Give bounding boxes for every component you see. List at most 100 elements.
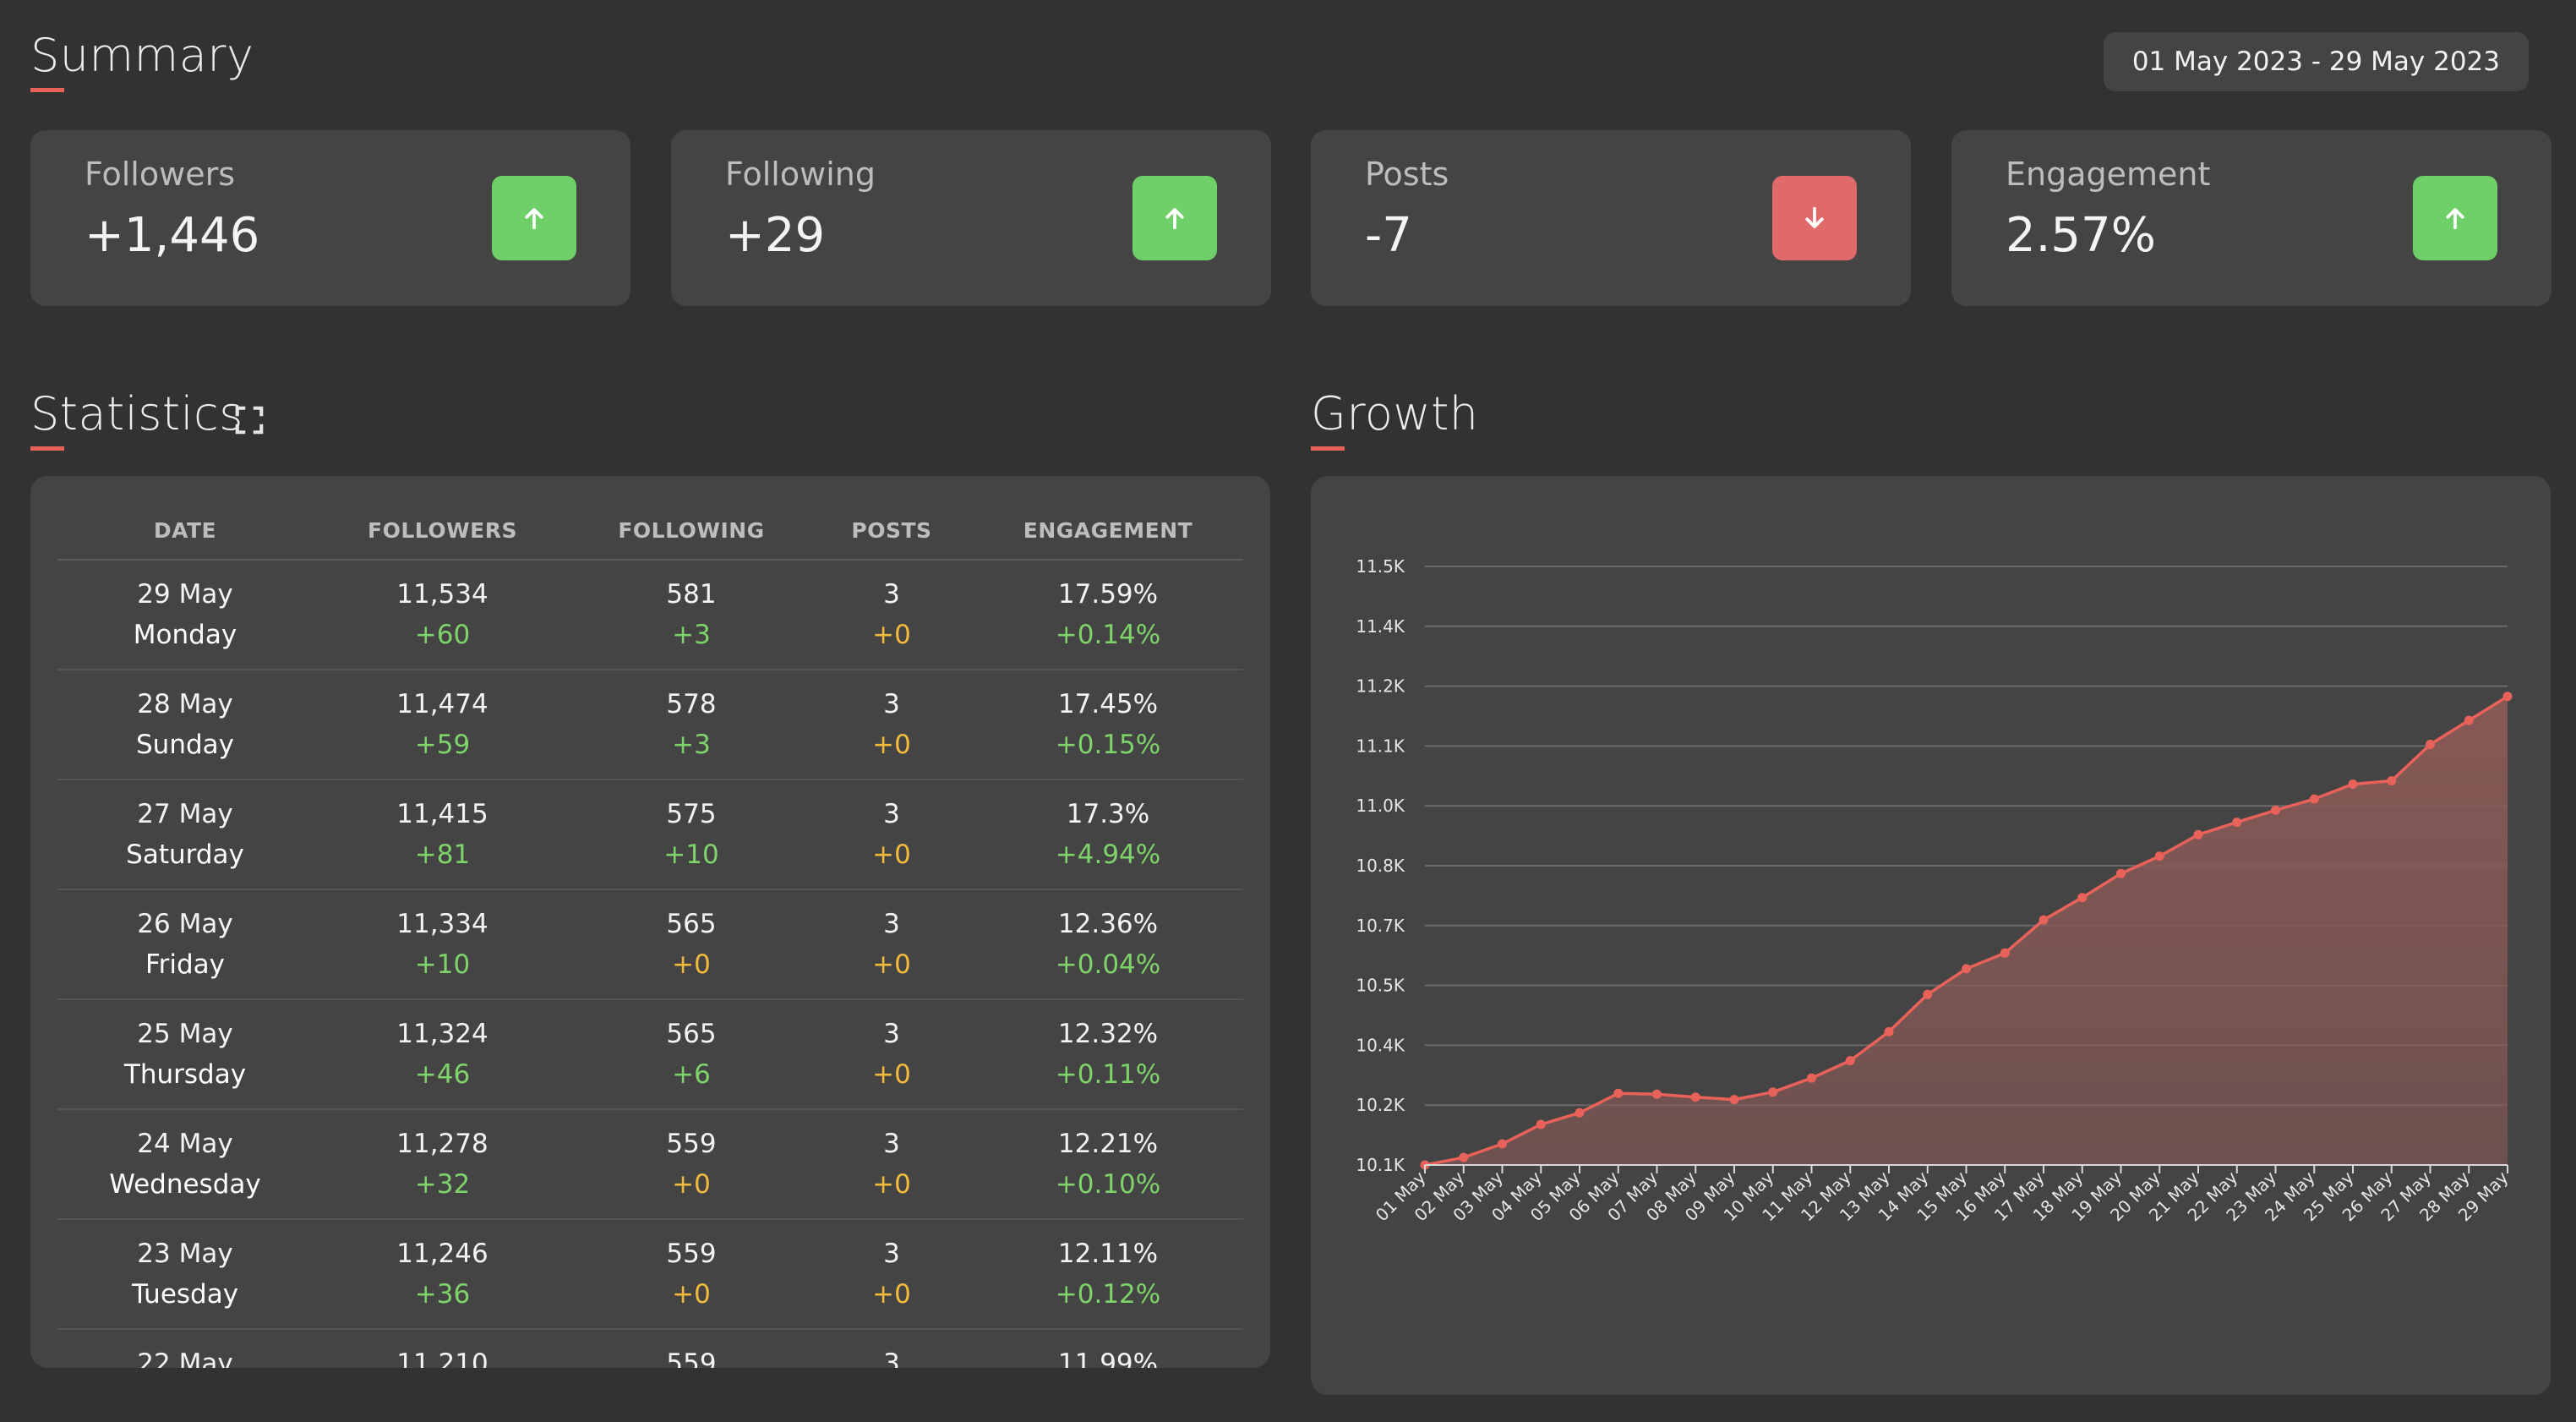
data-point bbox=[2387, 776, 2397, 786]
date-cell-value: 26 May bbox=[137, 909, 233, 939]
growth-panel: 10.1K 10.2K 10.4K 10.5K 10.7K 10.8K 11.0K 11.1K… bbox=[1311, 476, 2551, 1395]
following-cell-sub: +0 bbox=[672, 1169, 711, 1200]
engagement-cell: 12.11% +0.12% bbox=[973, 1219, 1243, 1330]
data-point bbox=[1652, 1089, 1662, 1099]
posts-cell: 3+0 bbox=[810, 1329, 973, 1368]
posts-cell-sub: +0 bbox=[872, 949, 911, 980]
engagement-cell-value: 12.36% bbox=[1057, 909, 1159, 939]
followers-cell-sub: +46 bbox=[414, 1059, 471, 1090]
followers-cell: 11,534 +60 bbox=[313, 560, 572, 670]
posts-cell-sub: +0 bbox=[872, 1279, 911, 1310]
data-point bbox=[1498, 1139, 1507, 1149]
followers-cell-value: 11,324 bbox=[396, 1019, 488, 1049]
engagement-cell: 17.3% +4.94% bbox=[973, 779, 1243, 890]
column-header-followers[interactable]: FOLLOWERS bbox=[313, 501, 572, 561]
date-cell-sub: Thursday bbox=[123, 1059, 247, 1090]
following-cell-value: 559 bbox=[666, 1129, 717, 1159]
title-underline bbox=[30, 88, 64, 92]
posts-cell: 3+0 bbox=[810, 779, 973, 890]
posts-cell-value: 3 bbox=[883, 909, 900, 939]
engagement-cell-value: 17.45% bbox=[1057, 689, 1159, 719]
column-header-following[interactable]: FOLLOWING bbox=[572, 501, 810, 561]
followers-cell-sub: +81 bbox=[414, 840, 471, 870]
y-tick-label: 10.8K bbox=[1356, 856, 1405, 876]
date-cell-sub: Sunday bbox=[136, 730, 234, 760]
y-tick-label: 10.2K bbox=[1356, 1095, 1405, 1115]
y-tick-label: 11.0K bbox=[1356, 796, 1405, 816]
followers-cell-value: 11,334 bbox=[396, 909, 488, 939]
table-row: 27 May Saturday 11,415 +81 575 +10 3 +0 17.3% +4.… bbox=[57, 779, 1243, 890]
y-tick-label: 10.7K bbox=[1356, 916, 1405, 936]
growth-chart: 10.1K 10.2K 10.4K 10.5K 10.7K 10.8K 11.0K 11.1K… bbox=[1356, 556, 2512, 1225]
posts-cell-sub: +0 bbox=[872, 1169, 911, 1200]
following-cell-value: 559 bbox=[666, 1239, 717, 1269]
followers-cell-sub: +32 bbox=[414, 1169, 471, 1200]
engagement-cell-sub: +0.10% bbox=[1055, 1169, 1161, 1200]
date-cell-sub: Wednesday bbox=[109, 1169, 261, 1200]
date-range-picker[interactable]: 01 May 2023 - 29 May 2023 bbox=[2103, 32, 2529, 91]
card-value: +1,446 bbox=[85, 208, 260, 263]
data-point bbox=[2464, 715, 2474, 725]
followers-cell-sub: +36 bbox=[414, 1279, 471, 1310]
posts-cell: 3+0 bbox=[810, 560, 973, 670]
followers-cell-sub: +59 bbox=[414, 730, 471, 760]
following-cell-sub: +0 bbox=[672, 949, 711, 980]
trend-up-badge bbox=[1132, 176, 1217, 260]
following-card: Following +29 bbox=[671, 130, 1271, 306]
posts-cell: 3+0 bbox=[810, 889, 973, 1000]
arrow-down-icon bbox=[1805, 206, 1824, 228]
y-tick-label: 10.1K bbox=[1356, 1155, 1405, 1175]
table-header-row: DATE FOLLOWERS FOLLOWING POSTS ENGAGEMEN… bbox=[57, 501, 1243, 561]
posts-cell: 3+0 bbox=[810, 670, 973, 780]
data-point bbox=[1768, 1087, 1778, 1097]
followers-cell: 11,415 +81 bbox=[313, 779, 572, 890]
following-cell: 578 +3 bbox=[572, 670, 810, 780]
column-header-posts[interactable]: POSTS bbox=[810, 501, 973, 561]
date-cell-sub: Monday bbox=[133, 620, 237, 650]
data-point bbox=[2116, 868, 2126, 878]
posts-cell-value: 3 bbox=[883, 579, 900, 610]
data-point bbox=[2348, 779, 2358, 790]
summary-title: Summary bbox=[30, 29, 254, 92]
data-point bbox=[1536, 1119, 1546, 1129]
statistics-table: DATE FOLLOWERS FOLLOWING POSTS ENGAGEMEN… bbox=[57, 501, 1243, 1368]
following-cell: 565 +0 bbox=[572, 889, 810, 1000]
column-header-date[interactable]: DATE bbox=[57, 501, 313, 561]
title-underline bbox=[30, 446, 64, 451]
date-cell-value: 22 May bbox=[137, 1348, 233, 1368]
following-cell-value: 559 bbox=[666, 1348, 717, 1368]
date-cell-value: 25 May bbox=[137, 1019, 233, 1049]
followers-cell: 11,278 +32 bbox=[313, 1109, 572, 1220]
engagement-cell: 17.45% +0.15% bbox=[973, 670, 1243, 780]
data-point bbox=[1845, 1056, 1855, 1066]
trend-down-badge bbox=[1772, 176, 1857, 260]
data-point bbox=[2271, 805, 2280, 815]
date-cell: 25 May Thursday bbox=[57, 999, 313, 1110]
following-cell: 581 +3 bbox=[572, 560, 810, 670]
expand-icon[interactable] bbox=[233, 404, 265, 436]
column-header-engagement[interactable]: ENGAGEMENT bbox=[973, 501, 1243, 561]
data-point bbox=[2077, 893, 2088, 903]
engagement-cell-value: 12.32% bbox=[1057, 1019, 1159, 1049]
following-cell-sub: +3 bbox=[672, 620, 711, 650]
posts-cell-value: 3 bbox=[883, 1129, 900, 1159]
data-point bbox=[1962, 964, 1971, 974]
table-row: 29 May Monday 11,534 +60 581 +3 3 +0 17.59% +0.14… bbox=[57, 560, 1243, 670]
following-cell: 575 +10 bbox=[572, 779, 810, 890]
following-cell-sub: +6 bbox=[672, 1059, 711, 1090]
table-row: 28 May Sunday 11,474 +59 578 +3 3 +0 17.45% +0.15… bbox=[57, 670, 1243, 780]
followers-cell-value: 11,415 bbox=[396, 799, 488, 829]
card-value: -7 bbox=[1365, 208, 1412, 263]
followers-cell-value: 11,474 bbox=[396, 689, 488, 719]
card-value: 2.57% bbox=[2006, 208, 2156, 263]
following-cell: 559+0 bbox=[572, 1219, 810, 1330]
posts-cell-value: 3 bbox=[883, 1239, 900, 1269]
following-cell-value: 581 bbox=[666, 579, 717, 610]
date-cell: 28 May Sunday bbox=[57, 670, 313, 780]
engagement-cell-sub: +0.11% bbox=[1055, 1059, 1161, 1090]
data-point bbox=[1613, 1088, 1624, 1098]
posts-cell-value: 3 bbox=[883, 689, 900, 719]
card-label: Engagement bbox=[2006, 156, 2211, 193]
